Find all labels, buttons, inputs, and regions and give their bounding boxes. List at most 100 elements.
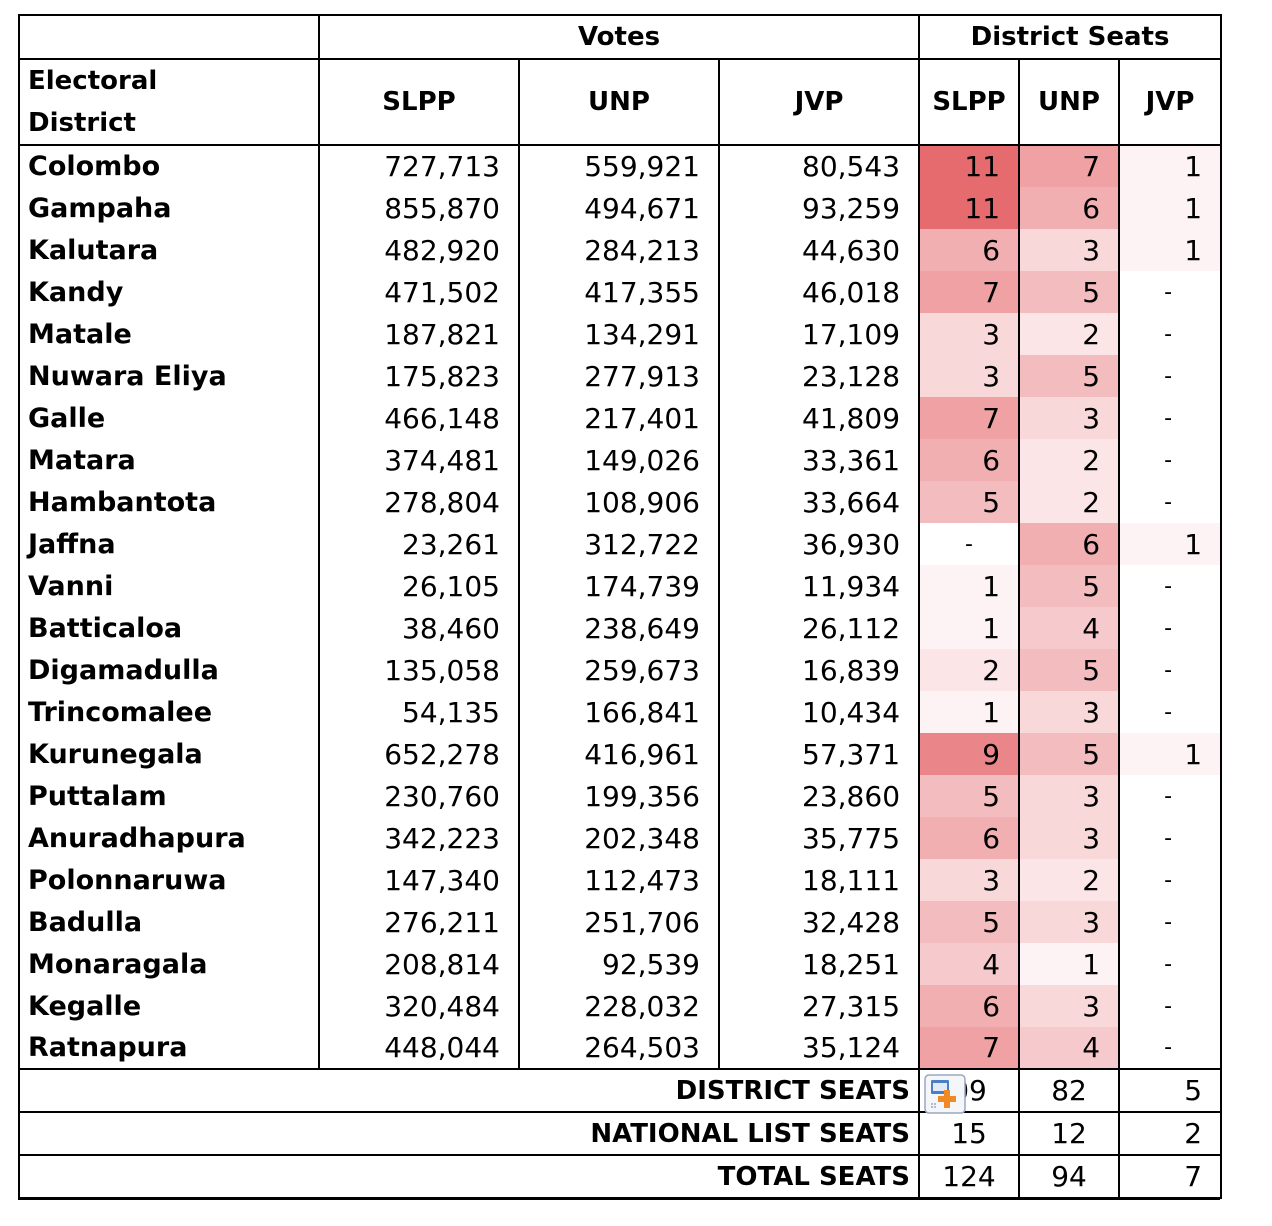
votes-jvp-cell: 44,630: [717, 229, 921, 271]
seats-slpp-cell: 6: [918, 985, 1021, 1027]
votes-jvp-cell: 32,428: [717, 901, 921, 943]
seats-jvp-cell: -: [1118, 355, 1223, 397]
seats-slpp-cell: 6: [918, 817, 1021, 859]
votes-jvp-cell: 41,809: [717, 397, 921, 439]
district-name: Digamadulla: [18, 649, 320, 691]
votes-slpp-cell: 448,044: [318, 1027, 520, 1070]
seats-jvp-cell: -: [1118, 859, 1223, 901]
table-row: Vanni 26,105 174,739 11,934 1 5-: [18, 565, 1223, 607]
seats-unp-header: UNP: [1018, 58, 1121, 146]
votes-unp-cell: 417,355: [518, 271, 720, 313]
seats-unp-cell: 5: [1018, 733, 1121, 775]
totals-jvp-value: 5: [1118, 1068, 1223, 1113]
votes-slpp-cell: 320,484: [318, 985, 520, 1027]
district-name: Polonnaruwa: [18, 859, 320, 901]
table-row: Monaragala 208,814 92,539 18,251 4 1-: [18, 943, 1223, 985]
votes-slpp-cell: 278,804: [318, 481, 520, 523]
table-row: Nuwara Eliya 175,823 277,913 23,128 3 5-: [18, 355, 1223, 397]
votes-slpp-cell: 652,278: [318, 733, 520, 775]
table-row: Matara 374,481 149,026 33,361 6 2-: [18, 439, 1223, 481]
votes-unp-cell: 312,722: [518, 523, 720, 565]
seats-slpp-cell: 11: [918, 144, 1021, 187]
district-name: Puttalam: [18, 775, 320, 817]
table-row: Ratnapura 448,044 264,503 35,124 7 4-: [18, 1027, 1223, 1070]
header-row-1: Votes District Seats: [18, 14, 1223, 60]
district-name: Monaragala: [18, 943, 320, 985]
votes-jvp-cell: 23,860: [717, 775, 921, 817]
totals-unp-value: 82: [1018, 1068, 1121, 1113]
seats-jvp-cell: 1: [1118, 733, 1223, 775]
votes-jvp-cell: 33,361: [717, 439, 921, 481]
table-row: Kandy 471,502 417,355 46,018 7 5-: [18, 271, 1223, 313]
seats-jvp-cell: -: [1118, 439, 1223, 481]
votes-slpp-cell: 208,814: [318, 943, 520, 985]
votes-jvp-cell: 35,775: [717, 817, 921, 859]
votes-unp-cell: 264,503: [518, 1027, 720, 1070]
district-name: Matara: [18, 439, 320, 481]
seats-jvp-cell: 1: [1118, 144, 1223, 187]
votes-unp-cell: 238,649: [518, 607, 720, 649]
votes-unp-cell: 259,673: [518, 649, 720, 691]
totals-unp-value: 94: [1018, 1154, 1121, 1199]
district-seats-header: District Seats: [918, 14, 1223, 60]
votes-slpp-cell: 230,760: [318, 775, 520, 817]
votes-jvp-cell: 33,664: [717, 481, 921, 523]
seats-unp-cell: 7: [1018, 144, 1121, 187]
totals-slpp-value: 124: [918, 1154, 1021, 1199]
votes-jvp-cell: 80,543: [717, 144, 921, 187]
table-row: Trincomalee 54,135 166,841 10,434 1 3-: [18, 691, 1223, 733]
totals-label: DISTRICT SEATS: [17, 1068, 921, 1113]
votes-unp-cell: 228,032: [518, 985, 720, 1027]
seats-unp-cell: 2: [1018, 313, 1121, 355]
votes-unp-cell: 416,961: [518, 733, 720, 775]
seats-jvp-cell: -: [1118, 271, 1223, 313]
seats-slpp-cell: -: [918, 523, 1021, 565]
seats-slpp-cell: 5: [918, 481, 1021, 523]
seats-unp-cell: 3: [1018, 691, 1121, 733]
seats-slpp-cell: 3: [918, 313, 1021, 355]
seats-unp-cell: 3: [1018, 397, 1121, 439]
seats-unp-cell: 3: [1018, 901, 1121, 943]
seats-unp-cell: 2: [1018, 481, 1121, 523]
seats-slpp-cell: 7: [918, 271, 1021, 313]
seats-unp-cell: 4: [1018, 607, 1121, 649]
seats-slpp-header: SLPP: [918, 58, 1021, 146]
votes-slpp-cell: 23,261: [318, 523, 520, 565]
seats-unp-cell: 4: [1018, 1027, 1121, 1070]
seats-jvp-cell: -: [1118, 985, 1223, 1027]
votes-jvp-cell: 16,839: [717, 649, 921, 691]
seats-jvp-cell: 1: [1118, 187, 1223, 229]
seats-slpp-cell: 5: [918, 775, 1021, 817]
votes-slpp-header: SLPP: [318, 58, 520, 146]
votes-jvp-cell: 36,930: [717, 523, 921, 565]
votes-slpp-cell: 466,148: [318, 397, 520, 439]
votes-jvp-cell: 17,109: [717, 313, 921, 355]
seats-jvp-cell: -: [1118, 481, 1223, 523]
seats-jvp-cell: 1: [1118, 523, 1223, 565]
district-name: Batticaloa: [18, 607, 320, 649]
seats-unp-cell: 5: [1018, 271, 1121, 313]
votes-slpp-cell: 727,713: [318, 144, 520, 187]
district-header-line1: Electoral: [28, 66, 158, 96]
district-name: Anuradhapura: [18, 817, 320, 859]
results-table: Votes District Seats Electoral District S…: [17, 14, 1223, 1199]
votes-slpp-cell: 276,211: [318, 901, 520, 943]
seats-unp-cell: 3: [1018, 985, 1121, 1027]
votes-unp-cell: 149,026: [518, 439, 720, 481]
header-empty-cell: [18, 14, 320, 60]
seats-unp-cell: 2: [1018, 859, 1121, 901]
table-row: Kurunegala 652,278 416,961 57,371 9 5 1: [18, 733, 1223, 775]
seats-jvp-cell: -: [1118, 943, 1223, 985]
votes-unp-cell: 277,913: [518, 355, 720, 397]
district-name: Gampaha: [18, 187, 320, 229]
votes-slpp-cell: 482,920: [318, 229, 520, 271]
votes-unp-cell: 112,473: [518, 859, 720, 901]
district-name: Badulla: [18, 901, 320, 943]
totals-jvp-value: 2: [1118, 1111, 1223, 1156]
paste-options-icon[interactable]: [924, 1074, 966, 1114]
district-name: Ratnapura: [18, 1027, 320, 1070]
votes-slpp-cell: 175,823: [318, 355, 520, 397]
electoral-district-header: Electoral District: [18, 58, 320, 146]
district-name: Kegalle: [18, 985, 320, 1027]
seats-slpp-cell: 11: [918, 187, 1021, 229]
